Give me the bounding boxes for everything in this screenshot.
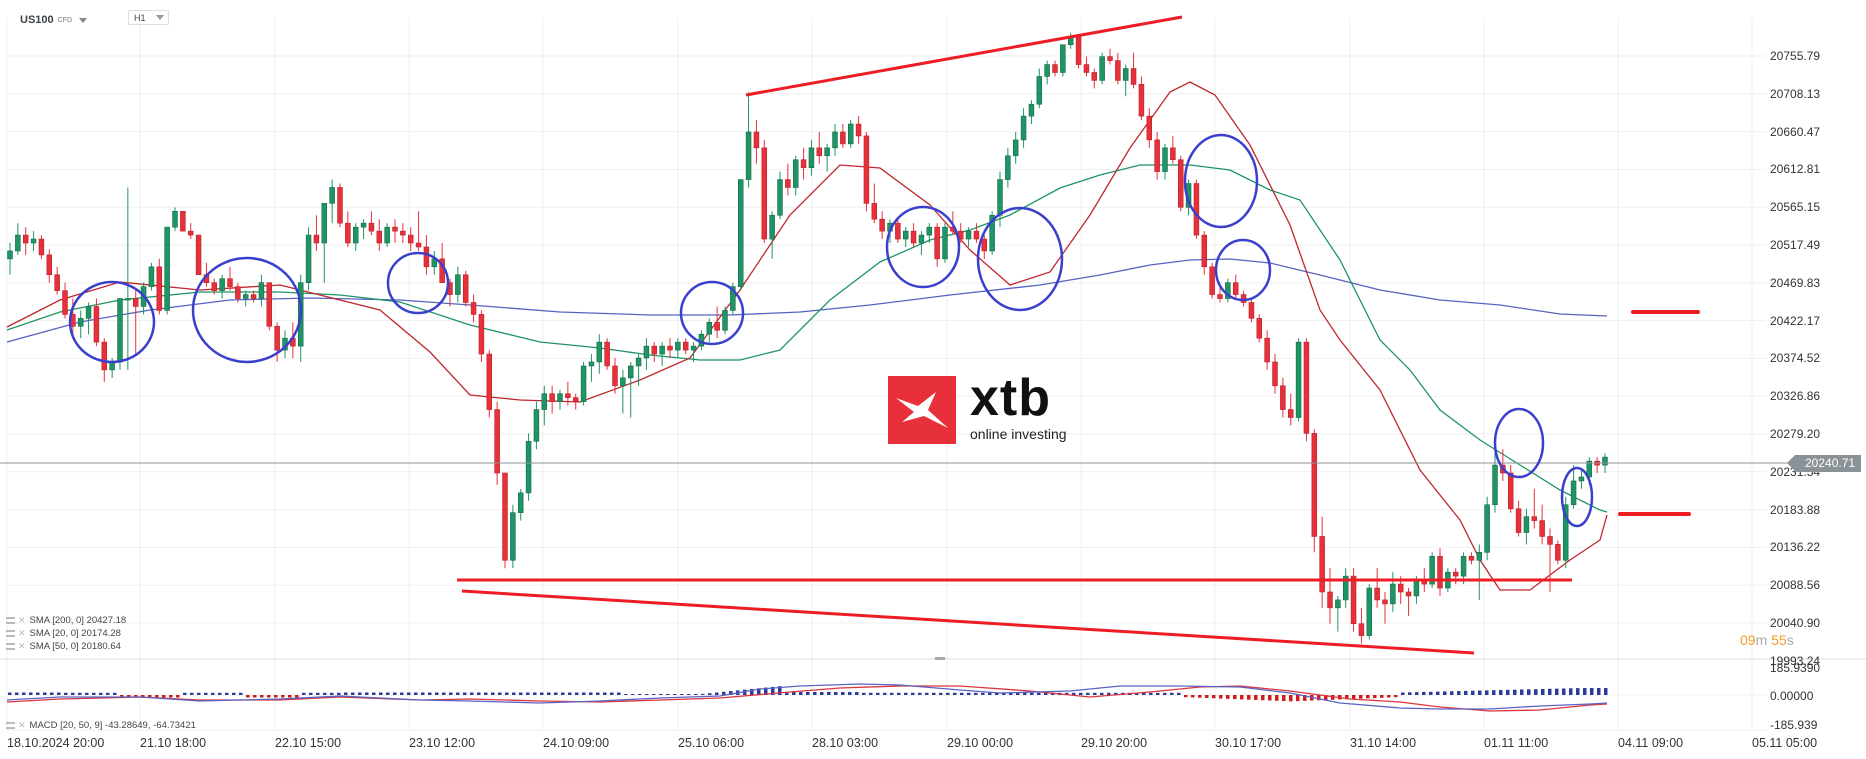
price-axis-label: 20612.81 (1770, 162, 1821, 177)
symbol-type: CFD (57, 16, 73, 24)
chevron-down-icon (155, 15, 164, 20)
brand-name: xtb (970, 369, 1051, 427)
sma50-line (6, 164, 1608, 513)
price-axis-label: 20279.20 (1770, 427, 1821, 441)
price-axis-label: 20517.49 (1770, 238, 1821, 252)
indicator-label: MACD [20, 50, 9] -43.28649, -64.73421 (29, 720, 196, 731)
candles (7, 32, 1608, 644)
drawn-annotations[interactable] (68, 15, 1700, 655)
indicator-label: SMA [50, 0] 20180.64 (29, 641, 121, 652)
xtb-logo-icon (888, 376, 956, 444)
indicator-label: SMA [200, 0] 20427.18 (29, 615, 127, 626)
time-axis-label: 22.10 15:00 (275, 736, 342, 750)
price-axis-label: 20660.47 (1770, 124, 1821, 139)
close-icon[interactable]: ✕ (18, 615, 26, 625)
current-price-tag: 20240.71 (1786, 455, 1862, 472)
price-axis-label: 20422.17 (1770, 313, 1821, 328)
price-axis-label: 20755.79 (1770, 49, 1821, 63)
sma20-line (6, 81, 1608, 591)
time-axis-label: 28.10 03:00 (812, 736, 879, 750)
time-axis-label: 21.10 18:00 (140, 736, 207, 750)
time-axis-label: 24.10 09:00 (543, 736, 610, 750)
countdown-minutes: 09 (1740, 632, 1756, 648)
settings-icon[interactable] (6, 643, 15, 650)
price-axis-label: 20374.52 (1770, 351, 1821, 366)
indicator-legend-sma50[interactable]: ✕ SMA [50, 0] 20180.64 (6, 640, 121, 653)
macd-axis-max: 185.9390 (1770, 661, 1821, 675)
highlight-circle[interactable] (1493, 407, 1545, 479)
settings-icon[interactable] (6, 617, 15, 624)
macd-axis-zero: 0.00000 (1770, 689, 1814, 703)
highlight-circle[interactable] (191, 256, 303, 364)
time-axis-label: 31.10 14:00 (1350, 736, 1417, 750)
symbol-name: US100 (20, 14, 54, 26)
sma200-line (6, 258, 1608, 343)
chevron-down-icon (79, 17, 88, 23)
settings-icon[interactable] (6, 722, 15, 729)
indicator-label: SMA [20, 0] 20174.28 (29, 628, 121, 639)
lower-trendline[interactable] (461, 589, 1475, 655)
price-axis-label: 19993.24 (1770, 653, 1821, 668)
highlight-circle[interactable] (1183, 133, 1259, 229)
upper-trendline[interactable] (745, 15, 1183, 97)
settings-icon[interactable] (6, 630, 15, 637)
macd-pane (6, 683, 1608, 712)
time-axis-label: 29.10 20:00 (1081, 736, 1148, 750)
countdown-min-unit: m (1755, 632, 1768, 648)
indicator-legend-macd[interactable]: ✕ MACD [20, 50, 9] -43.28649, -64.73421 (6, 719, 196, 732)
timeframe-value: H1 (134, 12, 146, 23)
highlight-circle[interactable] (885, 205, 961, 289)
price-axis-label: 20040.90 (1770, 616, 1821, 630)
pane-resize-handle[interactable] (935, 657, 945, 660)
price-axis-label: 20088.56 (1770, 578, 1821, 593)
time-axis-label: 29.10 00:00 (947, 736, 1014, 750)
time-axis-label: 01.11 11:00 (1484, 736, 1549, 750)
price-axis-label: 20183.88 (1770, 502, 1821, 517)
time-axis-label: 25.10 06:00 (678, 736, 745, 750)
candle-countdown: 09m 55s (1740, 632, 1794, 648)
highlight-circle[interactable] (976, 206, 1064, 312)
indicator-legend-sma200[interactable]: ✕ SMA [200, 0] 20427.18 (6, 614, 126, 627)
highlight-circle[interactable] (1214, 238, 1272, 302)
price-axis-label: 20469.83 (1770, 275, 1821, 290)
xtb-watermark: xtb online investing (888, 369, 1067, 444)
macd-axis-min: -185.939 (1770, 718, 1818, 732)
highlight-circle[interactable] (68, 280, 156, 364)
close-icon[interactable]: ✕ (18, 720, 26, 730)
highlight-circle[interactable] (386, 251, 450, 315)
close-icon[interactable]: ✕ (18, 628, 26, 638)
time-axis-label: 23.10 12:00 (409, 736, 476, 750)
time-axis-label: 05.11 05:00 (1752, 736, 1818, 750)
sma-lines (6, 81, 1608, 591)
chart-grid (6, 18, 1766, 731)
macd-main-line (6, 683, 1608, 710)
price-axis-label: 20708.13 (1770, 86, 1821, 101)
macd-signal-line (6, 685, 1608, 712)
countdown-seconds: 55 (1771, 632, 1787, 648)
timeframe-dropdown[interactable]: H1 (128, 10, 169, 25)
time-axis-label: 04.11 09:00 (1618, 736, 1684, 750)
macd-histogram (8, 686, 1608, 702)
price-axis-label: 20565.15 (1770, 200, 1821, 215)
price-axis-label: 20136.22 (1770, 540, 1821, 555)
brand-tagline: online investing (970, 426, 1067, 442)
indicator-legend-sma20[interactable]: ✕ SMA [20, 0] 20174.28 (6, 627, 121, 640)
price-axis-label: 20326.86 (1770, 389, 1821, 404)
time-axis-label: 30.10 17:00 (1215, 736, 1282, 750)
highlight-circle[interactable] (1560, 466, 1594, 528)
symbol-selector[interactable]: US100 CFD (20, 10, 88, 30)
time-axis-label: 18.10.2024 20:00 (7, 736, 105, 750)
countdown-sec-unit: s (1786, 632, 1794, 648)
close-icon[interactable]: ✕ (18, 641, 26, 651)
highlight-circle[interactable] (679, 280, 745, 346)
